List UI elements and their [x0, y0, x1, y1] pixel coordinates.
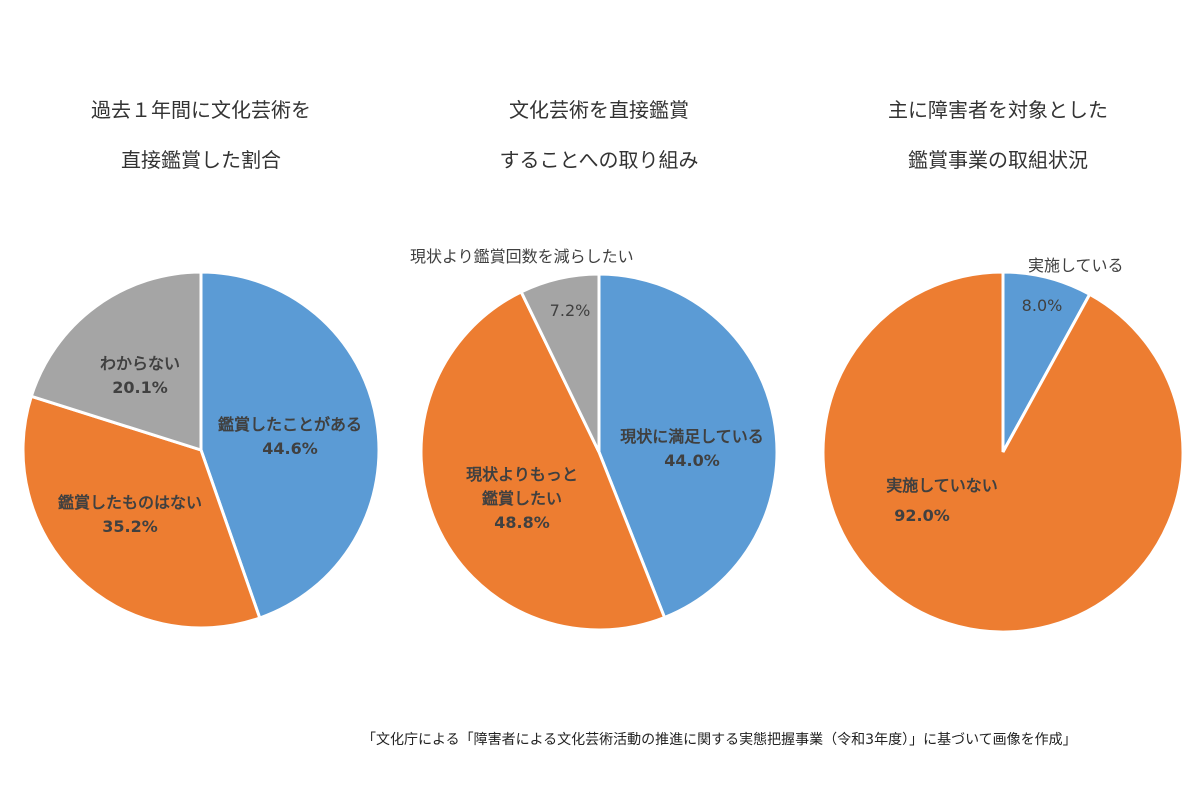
- chart2-value-reduce: 7.2%: [549, 301, 591, 320]
- chart1-slice-2: [21, 394, 262, 630]
- chart3-slice-2: [821, 270, 1185, 634]
- source-note: 「文化庁による「障害者による文化芸術活動の推進に関する実態把握事業（令和3年度）…: [362, 732, 1077, 748]
- chart2-title: 文化芸術を直接鑑賞 することへの取り組み: [399, 85, 799, 185]
- chart2-label-satisfied: 現状に満足している 44.0%: [620, 427, 764, 470]
- chart3-label-not-implemented: 実施していない 92.0%: [886, 476, 998, 525]
- chart2-slice-2: [419, 289, 667, 632]
- chart2-title-line2: することへの取り組み: [499, 148, 699, 172]
- chart1-label-seen: 鑑賞したことがある 44.6%: [217, 415, 363, 458]
- chart2-title-line1: 文化芸術を直接鑑賞: [509, 98, 689, 122]
- chart3-slice-1: [1001, 270, 1092, 453]
- chart2-label-more: 現状よりもっと 鑑賞したい 48.8%: [466, 465, 578, 532]
- chart2-slice-3: [519, 272, 601, 453]
- chart1-slice-1: [199, 270, 381, 620]
- chart3-title-line1: 主に障害者を対象とした: [888, 98, 1108, 122]
- chart1-title-line1: 過去１年間に文化芸術を: [91, 98, 311, 122]
- chart3-title-line2: 鑑賞事業の取組状況: [908, 148, 1088, 172]
- chart1-title: 過去１年間に文化芸術を 直接鑑賞した割合: [1, 85, 401, 185]
- chart1-label-not-seen: 鑑賞したものはない 35.2%: [57, 493, 203, 536]
- chart1-slice-3: [29, 270, 203, 453]
- chart3-value-implemented: 8.0%: [1021, 296, 1063, 315]
- chart2-label-reduce: 現状より鑑賞回数を減らしたい: [410, 247, 634, 266]
- chart1-label-unknown: わからない 20.1%: [99, 354, 181, 397]
- chart3-title: 主に障害者を対象とした 鑑賞事業の取組状況: [798, 85, 1198, 185]
- chart1-title-line2: 直接鑑賞した割合: [121, 148, 281, 172]
- chart3-label-implemented: 実施している: [1028, 256, 1124, 275]
- chart2-slice-1: [597, 272, 779, 620]
